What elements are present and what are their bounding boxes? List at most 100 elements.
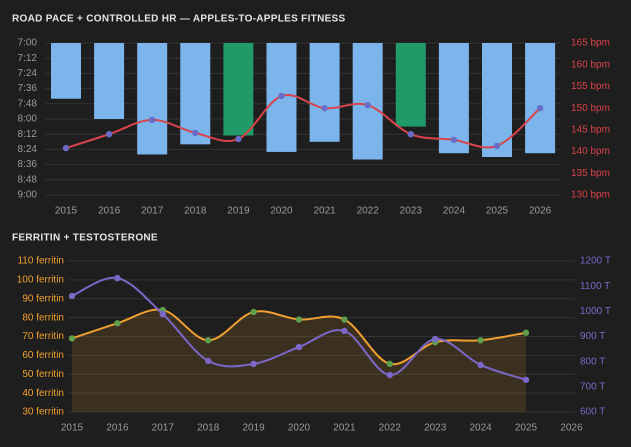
x-tick-label: 2019 <box>227 206 250 217</box>
x-tick-label: 2026 <box>560 423 583 434</box>
y-tick-label: 50 ferritin <box>22 369 64 380</box>
x-tick-label: 2026 <box>529 206 552 217</box>
marker <box>192 129 199 137</box>
y-tick-label: 7:36 <box>18 83 38 94</box>
x-tick-label: 2021 <box>333 423 356 434</box>
y-tick-label: 7:00 <box>18 38 38 49</box>
y-tick-label: 110 ferritin <box>17 256 64 267</box>
y2-tick-label: 1200 T <box>580 256 611 267</box>
marker <box>477 361 484 369</box>
marker <box>407 131 414 138</box>
y2-tick-label: 145 bpm <box>571 124 610 135</box>
bar <box>94 43 125 119</box>
y2-tick-label: 700 T <box>580 381 605 392</box>
marker <box>364 101 371 109</box>
chart-title: FERRITIN + TESTOSTERONE <box>12 233 158 244</box>
x-tick-label: 2015 <box>61 423 84 434</box>
marker <box>522 329 530 336</box>
bar <box>438 43 469 154</box>
chart-title: ROAD PACE + CONTROLLED HR — APPLES-TO-AP… <box>12 14 346 25</box>
marker <box>386 371 393 379</box>
marker <box>250 360 257 368</box>
y2-tick-label: 130 bpm <box>571 190 610 201</box>
y2-tick-label: 155 bpm <box>571 81 610 92</box>
marker <box>114 320 121 327</box>
bar <box>525 43 556 154</box>
y2-tick-label: 600 T <box>580 407 605 418</box>
x-tick-label: 2024 <box>443 206 466 217</box>
x-tick-label: 2015 <box>55 206 78 217</box>
y-tick-label: 100 ferritin <box>17 275 64 286</box>
x-tick-label: 2017 <box>152 423 175 434</box>
marker <box>341 327 348 335</box>
marker <box>321 104 328 112</box>
x-tick-label: 2016 <box>106 423 129 434</box>
marker <box>159 310 166 318</box>
marker <box>450 136 458 144</box>
x-tick-label: 2024 <box>469 423 492 434</box>
y-tick-label: 7:48 <box>18 98 38 109</box>
x-tick-label: 2020 <box>288 423 311 434</box>
bar <box>482 43 512 157</box>
marker <box>68 292 76 300</box>
marker <box>341 316 348 323</box>
x-tick-label: 2021 <box>313 206 336 217</box>
x-tick-label: 2022 <box>357 206 380 217</box>
x-tick-label: 2025 <box>486 206 509 217</box>
bar <box>137 43 168 155</box>
marker <box>493 142 501 150</box>
marker <box>295 316 303 323</box>
bar <box>180 43 211 145</box>
x-tick-label: 2023 <box>424 423 447 434</box>
marker <box>432 335 439 343</box>
x-tick-label: 2020 <box>270 206 293 217</box>
marker <box>149 116 156 124</box>
marker <box>522 376 530 383</box>
area <box>72 309 526 412</box>
marker <box>105 131 113 138</box>
y2-tick-label: 150 bpm <box>571 103 610 114</box>
x-tick-label: 2019 <box>242 423 265 434</box>
y2-tick-label: 900 T <box>580 331 605 342</box>
bar <box>395 43 426 127</box>
x-tick-label: 2017 <box>141 206 164 217</box>
marker <box>205 337 212 344</box>
bar <box>309 43 340 142</box>
y2-tick-label: 1100 T <box>580 281 610 292</box>
y-tick-label: 8:48 <box>18 174 38 185</box>
marker <box>536 104 544 112</box>
marker <box>250 308 257 316</box>
y-tick-label: 8:00 <box>18 114 38 125</box>
y-tick-label: 90 ferritin <box>22 293 64 304</box>
bar <box>223 43 254 136</box>
y-tick-label: 60 ferritin <box>22 350 64 361</box>
x-tick-label: 2025 <box>515 423 538 434</box>
y-tick-label: 40 ferritin <box>22 388 64 399</box>
marker <box>62 144 70 152</box>
marker <box>477 337 484 344</box>
marker <box>278 92 285 100</box>
x-tick-label: 2016 <box>98 206 121 217</box>
x-tick-label: 2018 <box>197 423 220 434</box>
x-tick-label: 2018 <box>184 206 207 217</box>
marker <box>295 343 303 351</box>
bar <box>352 43 383 160</box>
marker <box>205 357 212 365</box>
y2-tick-label: 140 bpm <box>571 146 610 157</box>
y-tick-label: 7:24 <box>18 68 38 79</box>
y2-tick-label: 135 bpm <box>571 168 610 179</box>
x-tick-label: 2022 <box>379 423 402 434</box>
y-tick-label: 70 ferritin <box>22 331 64 342</box>
y-tick-label: 8:12 <box>18 129 38 140</box>
y-tick-label: 9:00 <box>18 190 38 201</box>
marker <box>114 274 121 282</box>
marker <box>68 335 76 342</box>
marker <box>386 360 393 368</box>
y2-tick-label: 800 T <box>580 356 605 367</box>
y-tick-label: 8:24 <box>18 144 38 155</box>
marker <box>235 135 242 143</box>
y-tick-label: 30 ferritin <box>22 407 64 418</box>
y-tick-label: 80 ferritin <box>22 312 64 323</box>
x-tick-label: 2023 <box>400 206 423 217</box>
